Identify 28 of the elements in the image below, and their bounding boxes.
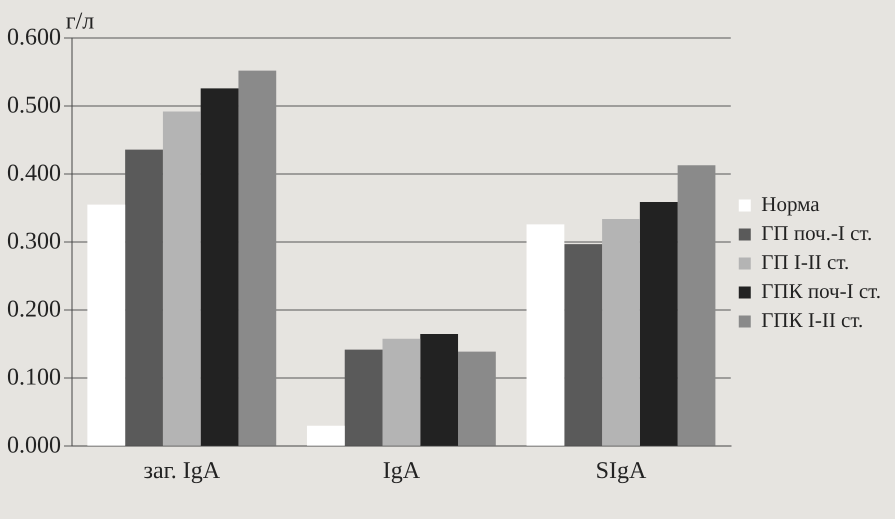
x-tick-label: заг. IgA [144, 458, 221, 484]
bar [640, 202, 678, 446]
bar [678, 165, 716, 446]
bar [602, 218, 640, 446]
x-tick-label: IgA [382, 458, 421, 484]
legend-label: ГП I-II ст. [761, 250, 850, 274]
bar [87, 204, 126, 446]
y-tick-label: 0.400 [7, 160, 61, 186]
y-tick-label: 0.200 [7, 296, 61, 322]
bar [306, 426, 345, 446]
y-axis-title: г/л [66, 8, 94, 34]
bar [420, 334, 458, 446]
legend-label: ГП поч.-I ст. [761, 221, 872, 246]
bar [200, 88, 238, 446]
bar [162, 111, 201, 446]
bar [458, 352, 496, 446]
y-tick-label: 0.500 [7, 92, 61, 118]
y-tick-label: 0.600 [7, 24, 61, 50]
y-tick-label: 0.000 [7, 432, 61, 458]
legend-label: ГПК I-II ст. [761, 308, 864, 332]
y-tick-label: 0.100 [7, 364, 61, 390]
bar [238, 70, 276, 446]
y-tick-label: 0.300 [7, 228, 61, 254]
bar [526, 224, 564, 446]
x-tick-label: SIgA [596, 458, 647, 484]
legend-label: Норма [761, 192, 820, 216]
bar [382, 338, 420, 446]
legend-label: ГПК поч-I ст. [761, 279, 882, 304]
